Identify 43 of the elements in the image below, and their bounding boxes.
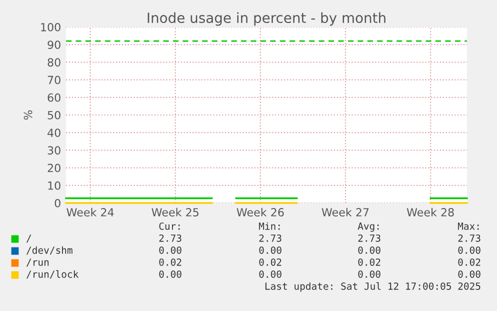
- legend-label: /run: [26, 258, 49, 267]
- x-tick-label: Week 25: [152, 208, 198, 216]
- legend-label: /run/lock: [26, 270, 79, 279]
- y-tick-label: 60: [48, 93, 60, 102]
- text: Min:: [258, 222, 280, 230]
- text: 0.00: [458, 246, 480, 254]
- y-tick-label: 30: [48, 146, 60, 155]
- x-tick-label: Week 28: [406, 208, 454, 216]
- y-tick-label: 70: [48, 76, 60, 84]
- chart-title: Inode usage in percent - by month: [148, 12, 386, 26]
- text: 0.02: [159, 258, 182, 266]
- text: 0.00: [259, 246, 282, 254]
- text: 0.02: [458, 258, 480, 266]
- text: 2.73: [259, 234, 282, 242]
- text: Last update: Sat Jul 12 17:00:05 2025: [265, 282, 480, 292]
- y-tick-label: 80: [48, 58, 60, 67]
- text: 0.00: [358, 246, 380, 254]
- y-tick-label: 40: [48, 128, 60, 137]
- y-tick-label: 90: [48, 40, 60, 49]
- x-tick-label: Week 27: [322, 208, 369, 216]
- y-tick-label: 20: [48, 164, 60, 172]
- y-tick-label: 10: [48, 181, 60, 190]
- text: 2.73: [358, 234, 380, 242]
- x-tick-label: Week 26: [236, 208, 284, 216]
- text: 0.00: [458, 270, 480, 278]
- y-tick-label: 0: [54, 198, 60, 208]
- text: 0.00: [259, 270, 282, 278]
- text: 0.00: [159, 246, 182, 254]
- x-tick-label: Week 24: [66, 208, 114, 216]
- text: 0.00: [159, 270, 182, 278]
- text: 0.02: [358, 258, 380, 266]
- y-axis-title: %: [24, 110, 32, 120]
- text: Max:: [458, 222, 479, 230]
- text: 2.73: [159, 234, 182, 242]
- legend-label: /dev/shm: [26, 246, 72, 255]
- text: Cur:: [159, 222, 180, 230]
- legend-label: /: [26, 234, 32, 243]
- y-tick-label: 50: [48, 110, 60, 120]
- text: 0.02: [259, 258, 282, 266]
- text: Avg:: [358, 222, 379, 232]
- y-tick-label: 100: [41, 22, 60, 32]
- text: 2.73: [458, 234, 480, 242]
- text: 0.00: [358, 270, 380, 278]
